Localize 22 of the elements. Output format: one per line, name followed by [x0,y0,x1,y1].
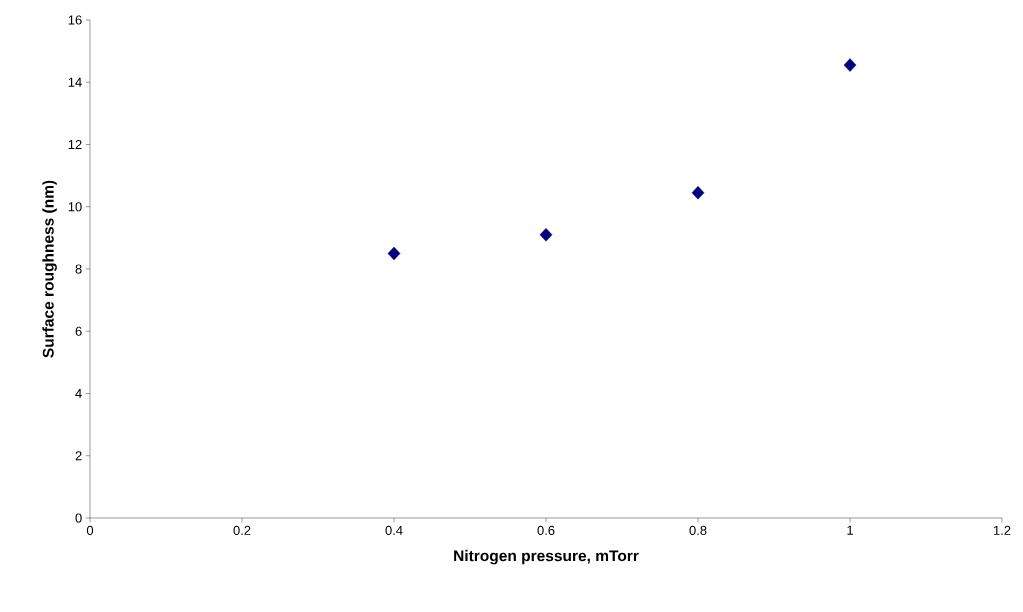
y-tick-label: 12 [68,139,82,150]
point [691,186,705,200]
y-tick-label: 4 [75,389,82,398]
point [843,58,857,72]
y-tick-label: 10 [68,202,82,212]
y-tick-label: 8 [75,264,82,274]
x-tick-label: 0.2 [233,525,251,535]
x-tick-label: 1.2 [993,525,1011,535]
y-axis-title: Surface roughness (nm) [42,180,57,358]
x-tick-label: 0.6 [537,525,555,535]
x-tick-label: 1 [847,525,853,535]
y-tick-label: 2 [75,451,82,461]
y-tick-label: 0 [75,513,82,523]
point [539,228,553,242]
x-tick-label: 0.4 [385,525,403,535]
y-tick-label: 16 [68,15,82,25]
point [387,246,401,261]
y-tick-label: 14 [68,77,82,87]
x-tick-label: 0.8 [689,525,707,535]
x-axis-title: Nitrogen pressure, mTorr [454,549,639,565]
x-tick-label: 0 [86,525,94,535]
y-tick-label: 6 [75,326,82,336]
